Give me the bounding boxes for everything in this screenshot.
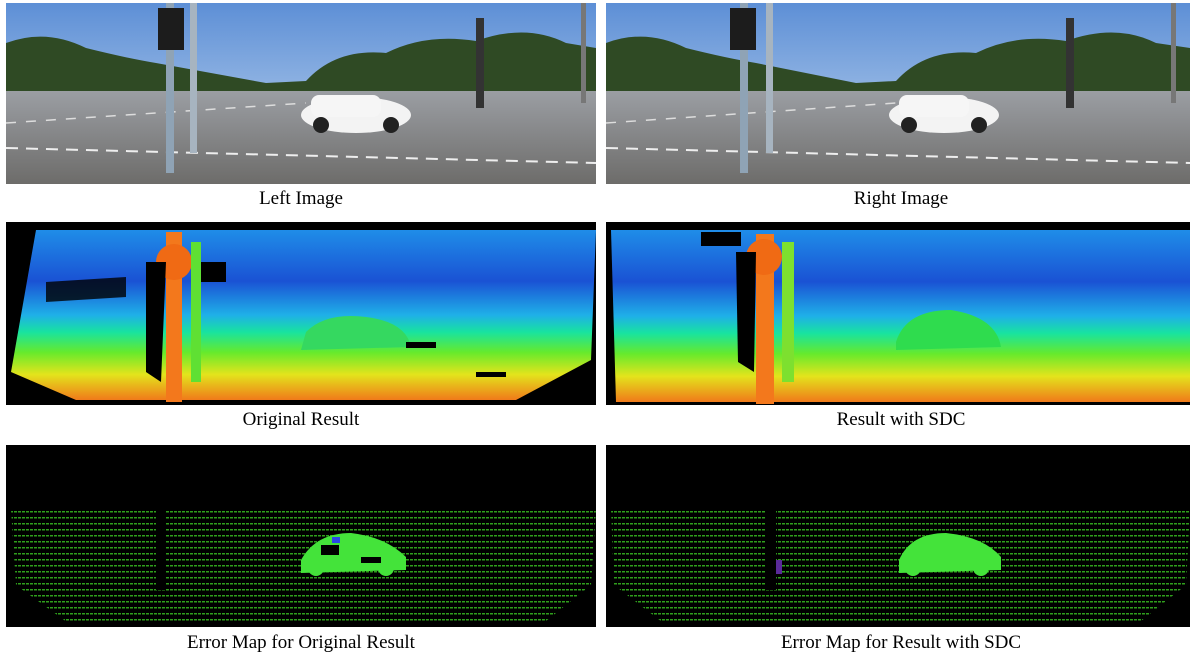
caption-right-image: Right Image (853, 188, 949, 209)
right-image (606, 3, 1190, 184)
original-result-disparity-map (6, 222, 596, 405)
caption-error-map-sdc: Error Map for Result with SDC (780, 632, 1022, 653)
caption-left-image: Left Image (259, 188, 343, 209)
left-image (6, 3, 596, 184)
error-map-original-result (6, 445, 596, 627)
result-with-sdc-disparity-map (606, 222, 1190, 405)
caption-result-with-sdc: Result with SDC (836, 409, 966, 430)
caption-original-result: Original Result (242, 409, 360, 430)
caption-error-map-original: Error Map for Original Result (187, 632, 415, 653)
error-map-result-with-sdc (606, 445, 1190, 627)
